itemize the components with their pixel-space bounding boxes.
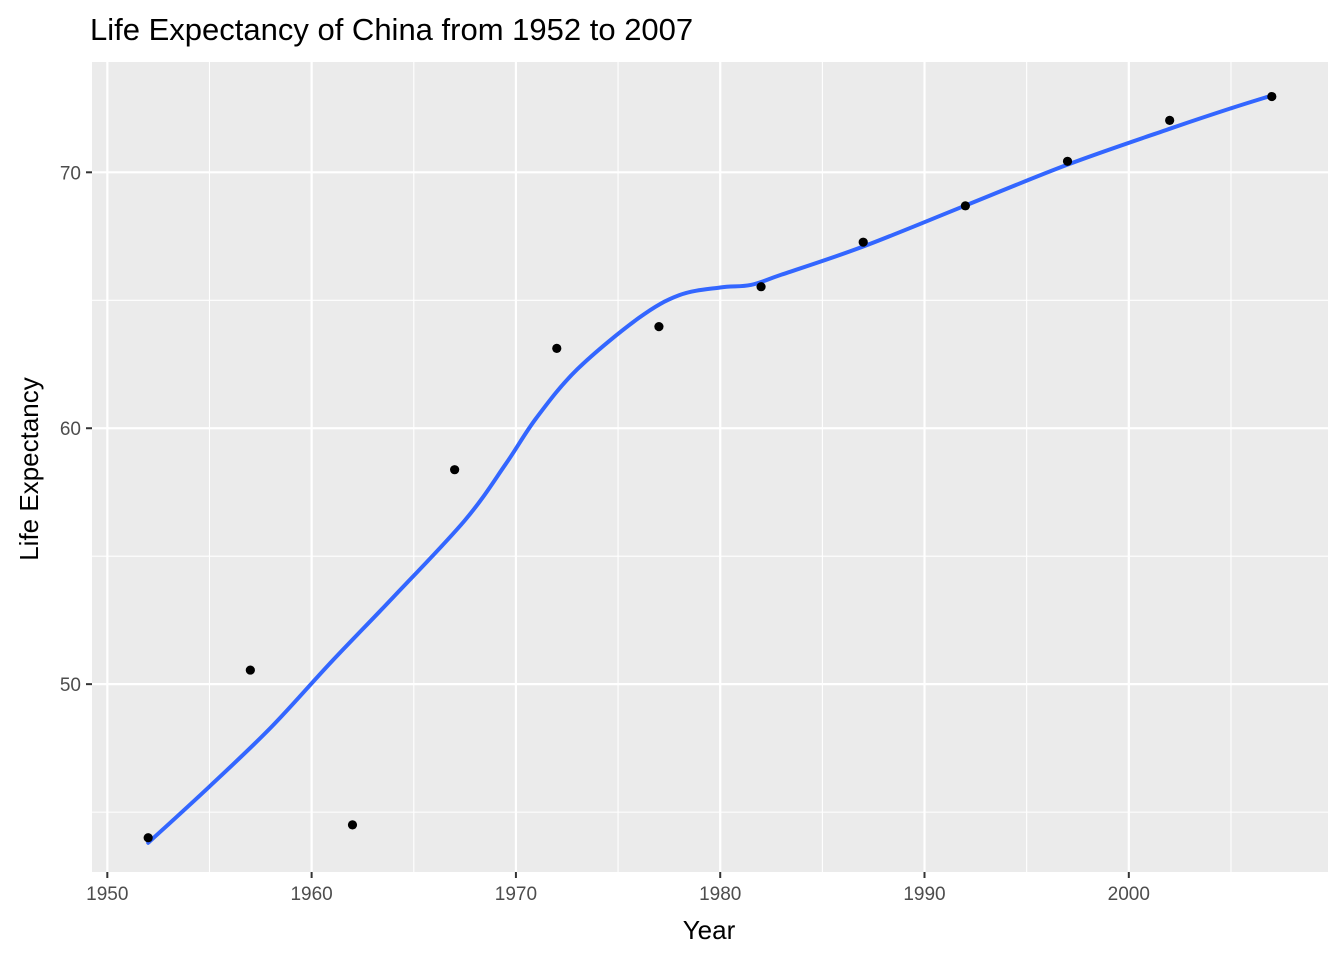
x-axis-ticks: 1950 1960 1970 1980 1990 2000 <box>86 872 1150 905</box>
data-point <box>552 343 562 353</box>
data-point <box>245 665 255 675</box>
y-tick-label: 70 <box>60 163 81 184</box>
y-tick-label: 50 <box>60 675 81 696</box>
data-point <box>143 833 153 843</box>
data-point <box>756 282 766 292</box>
chart-title: Life Expectancy of China from 1952 to 20… <box>90 12 693 47</box>
data-point <box>858 237 868 247</box>
data-point <box>1267 91 1277 102</box>
data-point <box>1062 156 1073 166</box>
data-point <box>347 820 358 830</box>
x-tick-label: 1950 <box>86 884 128 905</box>
plot-panel <box>92 62 1328 872</box>
x-tick-label: 1990 <box>903 884 945 905</box>
y-axis-ticks: 50 60 70 <box>60 163 92 696</box>
x-tick-label: 1960 <box>290 884 332 905</box>
x-tick-label: 2000 <box>1108 884 1150 905</box>
data-point <box>654 322 664 332</box>
data-point <box>1165 115 1175 125</box>
y-axis-title: Life Expectancy <box>14 377 44 561</box>
major-gridlines <box>92 62 1328 872</box>
x-tick-label: 1980 <box>699 884 741 905</box>
minor-gridlines <box>92 62 1328 872</box>
y-tick-label: 60 <box>60 419 81 440</box>
x-tick-label: 1970 <box>495 884 537 905</box>
smooth-trend-line <box>146 93 1274 845</box>
x-axis-title: Year <box>683 915 736 945</box>
data-point <box>960 201 970 211</box>
data-points <box>143 91 1277 843</box>
data-point <box>450 465 460 475</box>
